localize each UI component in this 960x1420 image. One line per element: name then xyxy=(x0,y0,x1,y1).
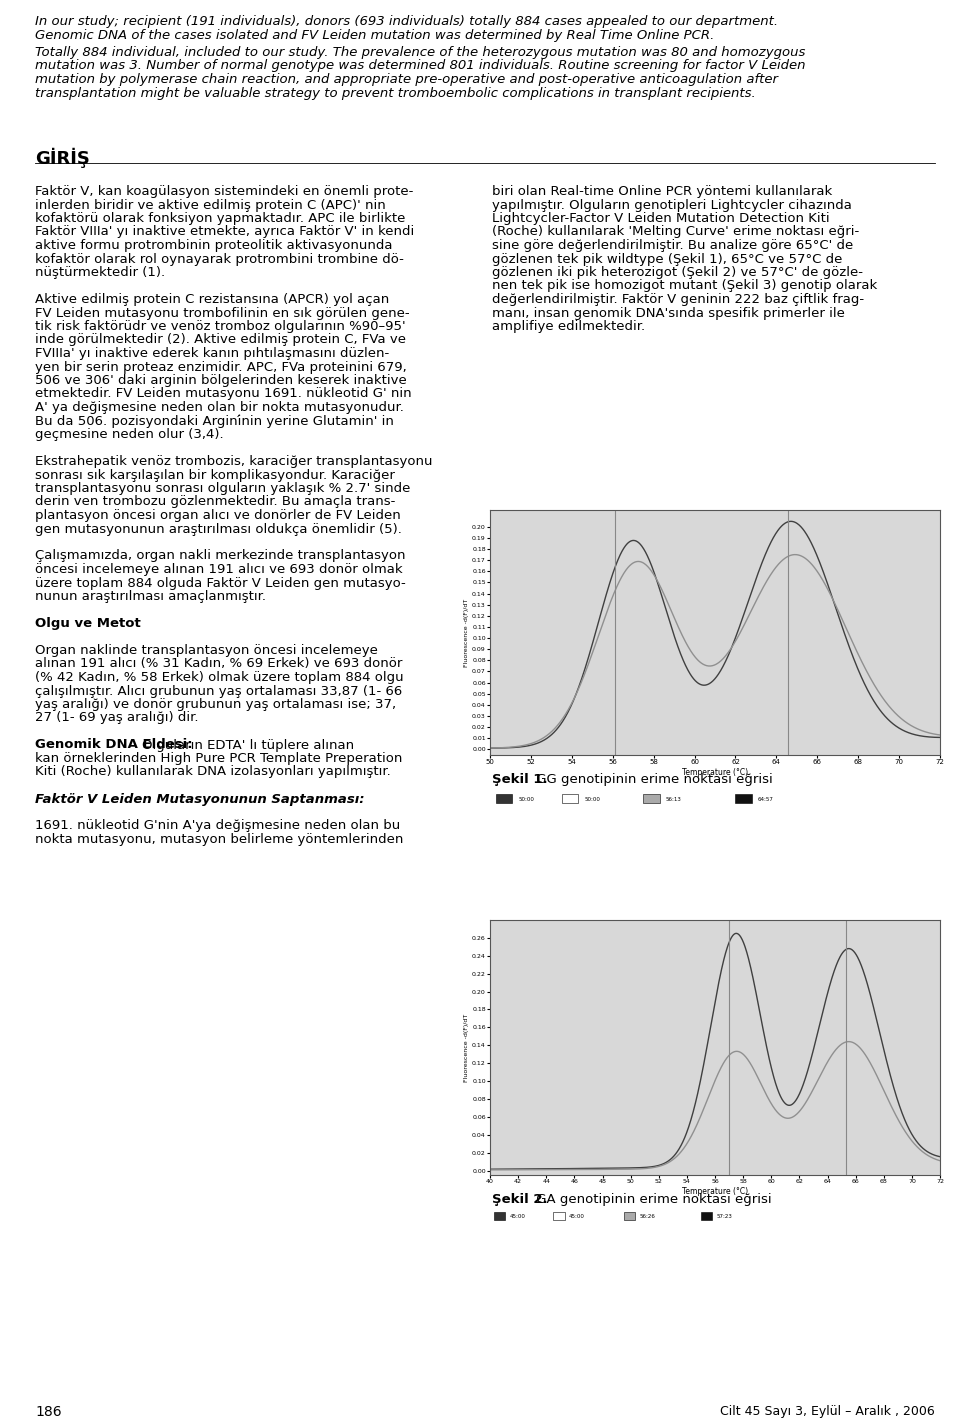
Text: 1691. nükleotid G'nin A'ya değişmesine neden olan bu: 1691. nükleotid G'nin A'ya değişmesine n… xyxy=(35,819,400,832)
Text: Kiti (Roche) kullanılarak DNA izolasyonları yapılmıştır.: Kiti (Roche) kullanılarak DNA izolasyonl… xyxy=(35,765,391,778)
Text: Aktive edilmiş protein C rezistansına (APCR) yol açan: Aktive edilmiş protein C rezistansına (A… xyxy=(35,293,389,305)
Text: gözlenen tek pik wildtype (Şekil 1), 65°C ve 57°C de: gözlenen tek pik wildtype (Şekil 1), 65°… xyxy=(492,253,842,266)
Text: 56:13: 56:13 xyxy=(666,797,682,802)
Text: üzere toplam 884 olguda Faktör V Leiden gen mutasyo-: üzere toplam 884 olguda Faktör V Leiden … xyxy=(35,577,406,589)
Text: Faktör V Leiden Mutasyonunun Saptanması:: Faktör V Leiden Mutasyonunun Saptanması: xyxy=(35,792,365,805)
Text: inde görülmektedir (2). Aktive edilmiş protein C, FVa ve: inde görülmektedir (2). Aktive edilmiş p… xyxy=(35,334,406,346)
Text: GİRİŞ: GİRİŞ xyxy=(35,148,90,168)
Text: alınan 191 alıcı (% 31 Kadın, % 69 Erkek) ve 693 donör: alınan 191 alıcı (% 31 Kadın, % 69 Erkek… xyxy=(35,657,402,670)
Text: (Roche) kullanılarak 'Melting Curve' erime noktası eğri-: (Roche) kullanılarak 'Melting Curve' eri… xyxy=(492,226,859,239)
Text: Faktör VIIIa' yı inaktive etmekte, ayrıca Faktör V' in kendi: Faktör VIIIa' yı inaktive etmekte, ayrıc… xyxy=(35,226,415,239)
Text: sine göre değerlendirilmiştir. Bu analize göre 65°C' de: sine göre değerlendirilmiştir. Bu analiz… xyxy=(492,239,853,251)
Text: kan örneklerinden High Pure PCR Template Preperation: kan örneklerinden High Pure PCR Template… xyxy=(35,753,402,765)
Text: Genomic DNA of the cases isolated and FV Leiden mutation was determined by Real : Genomic DNA of the cases isolated and FV… xyxy=(35,28,714,41)
Text: nen tek pik ise homozigot mutant (Şekil 3) genotip olarak: nen tek pik ise homozigot mutant (Şekil … xyxy=(492,280,877,293)
Text: tik risk faktörüdr ve venöz tromboz olgularının %90–95': tik risk faktörüdr ve venöz tromboz olgu… xyxy=(35,320,406,334)
Bar xyxy=(701,1211,712,1220)
Text: Bu da 506. pozisyondaki Arginínin yerine Glutamin' in: Bu da 506. pozisyondaki Arginínin yerin… xyxy=(35,415,394,427)
Text: Lightcycler-Factor V Leiden Mutation Detection Kiti: Lightcycler-Factor V Leiden Mutation Det… xyxy=(492,212,829,224)
Text: Cilt 45 Sayı 3, Eylül – Aralık , 2006: Cilt 45 Sayı 3, Eylül – Aralık , 2006 xyxy=(720,1404,935,1419)
Text: 27 (1- 69 yaş aralığı) dir.: 27 (1- 69 yaş aralığı) dir. xyxy=(35,711,199,724)
Text: Faktör V, kan koagülasyon sistemindeki en önemli prote-: Faktör V, kan koagülasyon sistemindeki e… xyxy=(35,185,414,197)
Text: Olgu ve Metot: Olgu ve Metot xyxy=(35,618,141,630)
Text: derin ven trombozu gözlenmektedir. Bu amaçla trans-: derin ven trombozu gözlenmektedir. Bu am… xyxy=(35,496,396,508)
Text: Olguların EDTA' lı tüplere alınan: Olguların EDTA' lı tüplere alınan xyxy=(142,738,354,751)
Text: 57:23: 57:23 xyxy=(716,1214,732,1218)
Text: GA genotipinin erime noktası eğrisi: GA genotipinin erime noktası eğrisi xyxy=(532,1193,772,1206)
Text: değerlendirilmiştir. Faktör V geninin 222 baz çiftlik frag-: değerlendirilmiştir. Faktör V geninin 22… xyxy=(492,293,864,305)
Text: sonrası sık karşılaşılan bir komplikasyondur. Karaciğer: sonrası sık karşılaşılan bir komplikasyo… xyxy=(35,469,395,481)
Text: gen mutasyonunun araştırılması oldukça önemlidir (5).: gen mutasyonunun araştırılması oldukça ö… xyxy=(35,523,402,535)
Text: manı, insan genomik DNA'sında spesifik primerler ile: manı, insan genomik DNA'sında spesifik p… xyxy=(492,307,845,320)
Text: Şekil 2.: Şekil 2. xyxy=(492,1193,547,1206)
Y-axis label: Fluorescence -d(F)/dT: Fluorescence -d(F)/dT xyxy=(465,598,469,666)
Text: etmektedir. FV Leiden mutasyonu 1691. nükleotid G' nin: etmektedir. FV Leiden mutasyonu 1691. nü… xyxy=(35,388,412,400)
Text: nunun araştırılması amaçlanmıştır.: nunun araştırılması amaçlanmıştır. xyxy=(35,589,266,604)
Text: kofaktörü olarak fonksiyon yapmaktadır. APC ile birlikte: kofaktörü olarak fonksiyon yapmaktadır. … xyxy=(35,212,405,224)
Text: çalışılmıştır. Alıcı grubunun yaş ortalaması 33,87 (1- 66: çalışılmıştır. Alıcı grubunun yaş ortala… xyxy=(35,684,402,697)
X-axis label: Temperature (°C): Temperature (°C) xyxy=(682,768,748,777)
Text: 50:00: 50:00 xyxy=(584,797,600,802)
X-axis label: Temperature (°C): Temperature (°C) xyxy=(682,1187,748,1196)
Text: inlerden biridir ve aktive edilmiş protein C (APC)' nin: inlerden biridir ve aktive edilmiş prote… xyxy=(35,199,386,212)
Bar xyxy=(643,794,660,802)
Bar xyxy=(562,794,578,802)
Text: mutation was 3. Number of normal genotype was determined 801 individuals. Routin: mutation was 3. Number of normal genotyp… xyxy=(35,60,805,72)
Text: mutation by polymerase chain reaction, and appropriate pre-operative and post-op: mutation by polymerase chain reaction, a… xyxy=(35,72,778,87)
Text: GG genotipinin erime noktası eğrisi: GG genotipinin erime noktası eğrisi xyxy=(532,772,773,787)
Y-axis label: Fluorescence -d(F)/dT: Fluorescence -d(F)/dT xyxy=(465,1014,469,1082)
Text: FV Leiden mutasyonu trombofilinin en sık görülen gene-: FV Leiden mutasyonu trombofilinin en sık… xyxy=(35,307,410,320)
Text: 50:00: 50:00 xyxy=(518,797,535,802)
Text: nüştürmektedir (1).: nüştürmektedir (1). xyxy=(35,266,165,278)
Text: Ekstrahepatik venöz trombozis, karaciğer transplantasyonu: Ekstrahepatik venöz trombozis, karaciğer… xyxy=(35,454,433,469)
Text: transplantation might be valuable strategy to prevent tromboembolic complication: transplantation might be valuable strate… xyxy=(35,87,756,99)
Text: yapılmıştır. Olguların genotipleri Lightcycler cihazında: yapılmıştır. Olguların genotipleri Light… xyxy=(492,199,852,212)
Text: 56:26: 56:26 xyxy=(639,1214,655,1218)
Text: Şekil 1.: Şekil 1. xyxy=(492,772,547,787)
Text: Totally 884 individual, included to our study. The prevalence of the heterozygou: Totally 884 individual, included to our … xyxy=(35,45,805,60)
Text: yaş aralığı) ve donör grubunun yaş ortalaması ise; 37,: yaş aralığı) ve donör grubunun yaş ortal… xyxy=(35,699,396,711)
Text: gözlenen iki pik heterozigot (Şekil 2) ve 57°C' de gözle-: gözlenen iki pik heterozigot (Şekil 2) v… xyxy=(492,266,863,278)
Text: transplantasyonu sonrası olguların yaklaşık % 2.7' sinde: transplantasyonu sonrası olguların yakla… xyxy=(35,481,410,496)
Text: Genomik DNA Eldesi:: Genomik DNA Eldesi: xyxy=(35,738,193,751)
Text: plantasyon öncesi organ alıcı ve donörler de FV Leiden: plantasyon öncesi organ alıcı ve donörle… xyxy=(35,508,400,523)
Text: geçmesine neden olur (3,4).: geçmesine neden olur (3,4). xyxy=(35,427,224,442)
Bar xyxy=(553,1211,564,1220)
Text: nokta mutasyonu, mutasyon belirleme yöntemlerinden: nokta mutasyonu, mutasyon belirleme yönt… xyxy=(35,834,403,846)
Text: A' ya değişmesine neden olan bir nokta mutasyonudur.: A' ya değişmesine neden olan bir nokta m… xyxy=(35,400,404,415)
Text: FVIIIa' yı inaktive ederek kanın pıhtılaşmasını düzlen-: FVIIIa' yı inaktive ederek kanın pıhtıla… xyxy=(35,346,389,361)
Text: Organ naklinde transplantasyon öncesi incelemeye: Organ naklinde transplantasyon öncesi in… xyxy=(35,645,378,657)
Text: 45:00: 45:00 xyxy=(568,1214,585,1218)
Text: amplifiye edilmektedir.: amplifiye edilmektedir. xyxy=(492,320,645,334)
Bar xyxy=(624,1211,635,1220)
Text: (% 42 Kadın, % 58 Erkek) olmak üzere toplam 884 olgu: (% 42 Kadın, % 58 Erkek) olmak üzere top… xyxy=(35,672,403,684)
Text: kofaktör olarak rol oynayarak protrombini trombine dö-: kofaktör olarak rol oynayarak protrombin… xyxy=(35,253,404,266)
Text: Çalışmamızda, organ nakli merkezinde transplantasyon: Çalışmamızda, organ nakli merkezinde tra… xyxy=(35,550,405,562)
Text: öncesi incelemeye alınan 191 alıcı ve 693 donör olmak: öncesi incelemeye alınan 191 alıcı ve 69… xyxy=(35,562,402,577)
Text: 506 ve 306' daki arginin bölgelerinden keserek inaktive: 506 ve 306' daki arginin bölgelerinden k… xyxy=(35,373,407,388)
Bar xyxy=(735,794,752,802)
Text: 64:57: 64:57 xyxy=(758,797,774,802)
Text: 45:00: 45:00 xyxy=(510,1214,525,1218)
Text: In our study; recipient (191 individuals), donors (693 individuals) totally 884 : In our study; recipient (191 individuals… xyxy=(35,16,779,28)
Bar xyxy=(496,794,513,802)
Text: aktive formu protrombinin proteolitik aktivasyonunda: aktive formu protrombinin proteolitik ak… xyxy=(35,239,393,251)
Text: 186: 186 xyxy=(35,1404,61,1419)
Bar xyxy=(494,1211,506,1220)
Text: biri olan Real-time Online PCR yöntemi kullanılarak: biri olan Real-time Online PCR yöntemi k… xyxy=(492,185,832,197)
Text: yen bir serin proteaz enzimidir. APC, FVa proteinini 679,: yen bir serin proteaz enzimidir. APC, FV… xyxy=(35,361,407,373)
